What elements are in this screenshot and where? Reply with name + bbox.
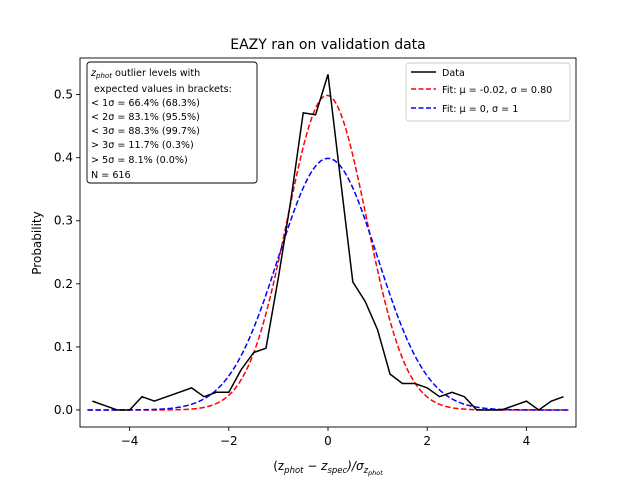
chart-title: EAZY ran on validation data: [230, 37, 425, 53]
x-tick-label: −4: [121, 434, 139, 448]
y-tick-label: 0.5: [54, 88, 73, 102]
y-tick-label: 0.3: [54, 214, 73, 228]
legend-label-data: Data: [442, 68, 465, 79]
annotation-frame: [86, 61, 258, 184]
legend-frame: [405, 62, 571, 122]
series-group: [87, 74, 569, 411]
x-axis: −4 −2 0 2 4: [121, 427, 530, 448]
y-axis: 0.0 0.1 0.2 0.3 0.4 0.5: [54, 88, 80, 417]
annotation-line: < 1σ = 66.4% (68.3%): [91, 98, 200, 109]
y-tick-label: 0.2: [54, 277, 73, 291]
x-tick-label: −2: [220, 434, 238, 448]
x-tick-label: 4: [523, 434, 531, 448]
legend-label-fit-blue: Fit: μ = 0, σ = 1: [442, 104, 518, 115]
legend: Data Fit: μ = -0.02, σ = 0.80 Fit: μ = 0…: [405, 62, 571, 122]
y-tick-label: 0.4: [54, 151, 73, 165]
fit-curve-blue: [87, 157, 569, 411]
annotation-line: N = 616: [91, 170, 131, 181]
data-line: [92, 74, 564, 411]
legend-label-fit-red: Fit: μ = -0.02, σ = 0.80: [442, 85, 552, 96]
y-tick-label: 0.1: [54, 340, 73, 354]
annotation-box: zphot outlier levels with expected value…: [86, 61, 258, 184]
annotation-line: expected values in brackets:: [91, 84, 232, 95]
y-tick-label: 0.0: [54, 403, 73, 417]
annotation-line: < 3σ = 88.3% (99.7%): [91, 126, 200, 137]
annotation-line: > 5σ = 8.1% (0.0%): [91, 155, 188, 166]
annotation-line: zphot outlier levels with: [90, 68, 200, 80]
y-axis-label: Probability: [30, 211, 44, 274]
annotation-line: > 3σ = 11.7% (0.3%): [91, 140, 194, 151]
x-tick-label: 2: [423, 434, 431, 448]
annotation-line: < 2σ = 83.1% (95.5%): [91, 112, 200, 123]
x-axis-label: (zphot − zspec)/σzphot: [273, 459, 383, 477]
x-tick-label: 0: [324, 434, 332, 448]
